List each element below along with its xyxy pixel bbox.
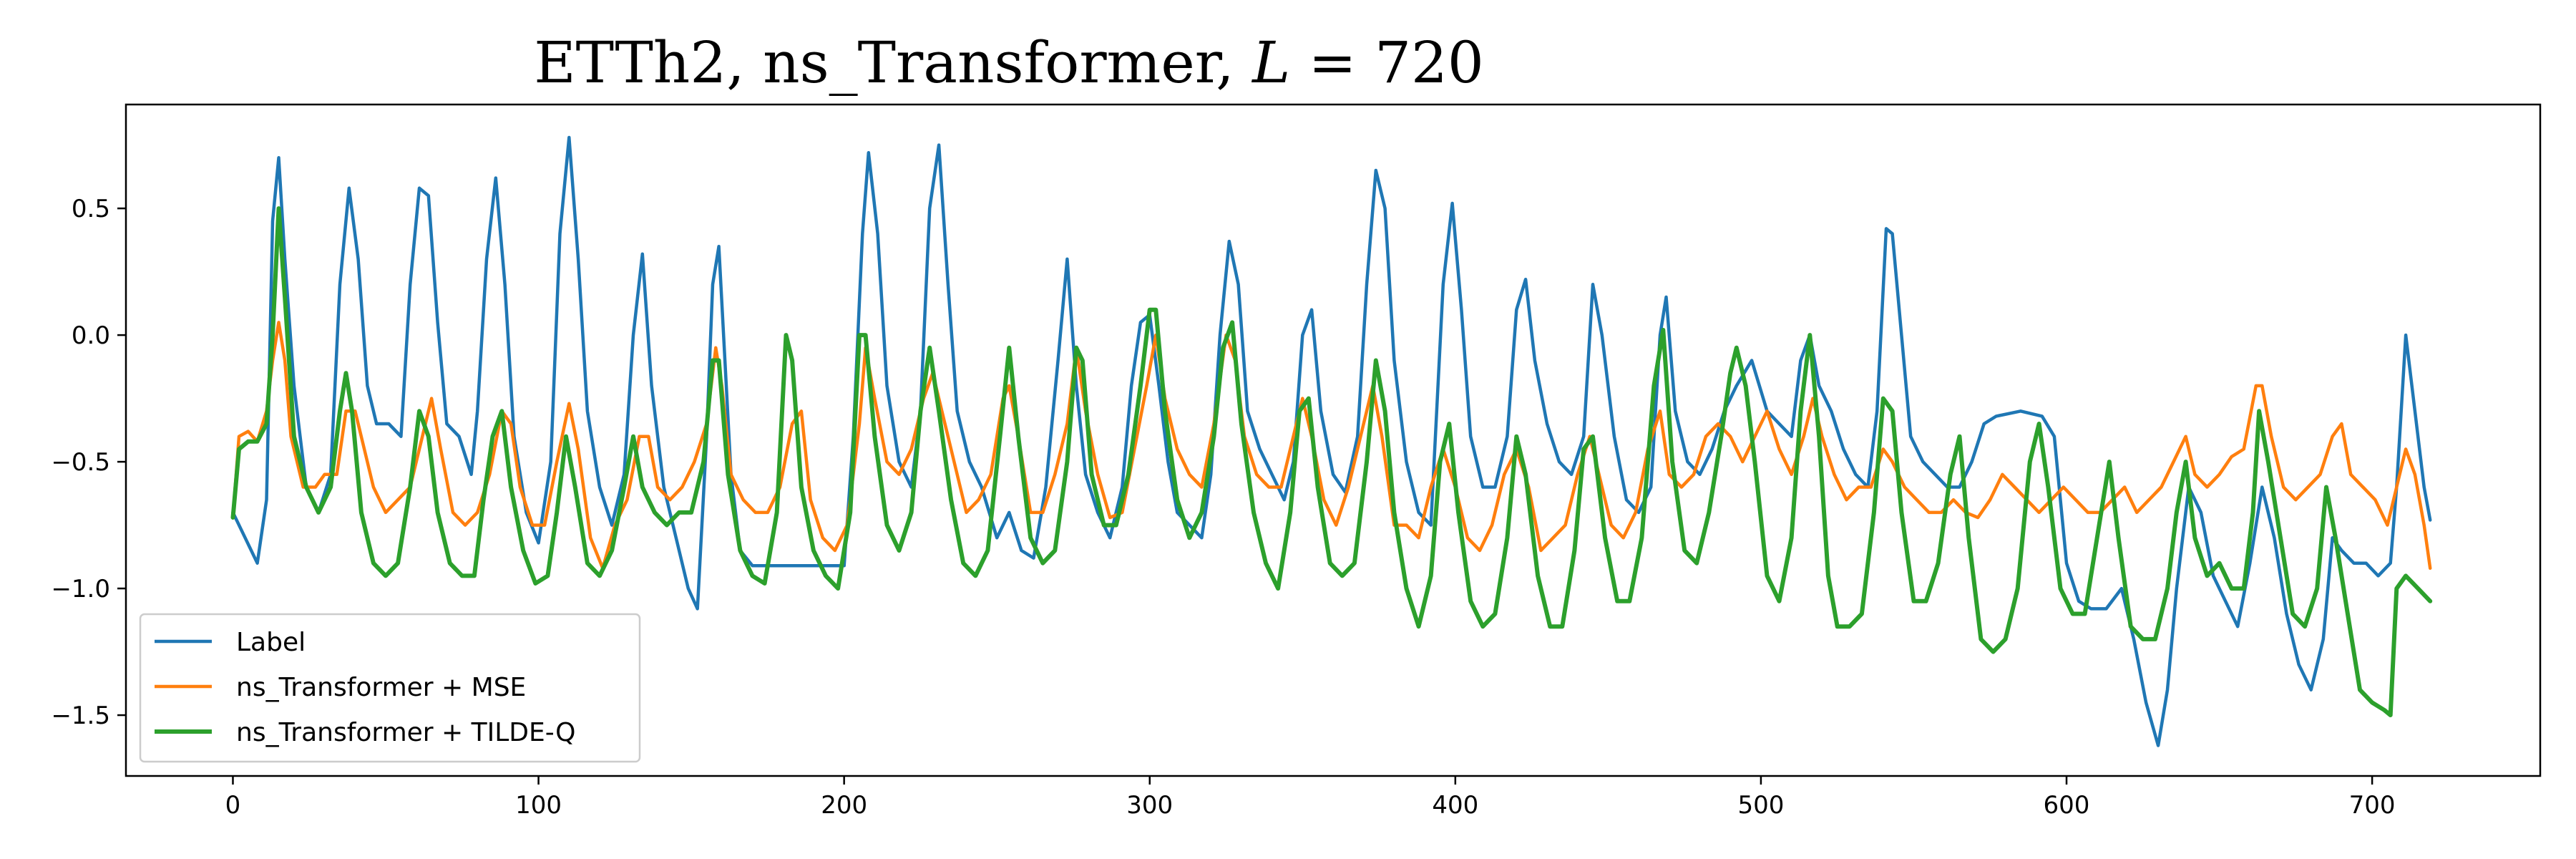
y-tick-label: 0.0: [72, 321, 110, 350]
y-tick-label: −1.0: [51, 575, 110, 603]
y-tick-label: −1.5: [51, 702, 110, 730]
legend-label-label: Label: [236, 628, 306, 657]
legend-label-tildeq: ns_Transformer + TILDE-Q: [236, 718, 575, 747]
x-tick-label: 400: [1432, 791, 1478, 820]
x-tick-label: 700: [2349, 791, 2396, 820]
legend-label-mse: ns_Transformer + MSE: [236, 673, 526, 702]
legend: Label ns_Transformer + MSE ns_Transforme…: [139, 613, 641, 763]
series-line-1: [231, 321, 2432, 571]
y-axis-ticks: −1.5 −1.0 −0.5 0.0 0.5: [51, 195, 126, 730]
x-axis-ticks: 0 100 200 300 400 500 600 700: [225, 776, 2396, 820]
x-tick-label: 0: [225, 791, 241, 820]
y-tick-label: −0.5: [51, 448, 110, 477]
legend-box: [139, 613, 641, 763]
series-line-2: [230, 206, 2433, 717]
x-tick-label: 500: [1737, 791, 1784, 820]
plot-frame: [125, 103, 2542, 777]
x-tick-label: 300: [1126, 791, 1173, 820]
chart-title: ETTh2, ns_Transformer, L = 720: [534, 29, 1484, 96]
x-tick-label: 600: [2044, 791, 2090, 820]
series-layer: [230, 135, 2433, 747]
x-tick-label: 200: [821, 791, 867, 820]
x-tick-label: 100: [515, 791, 562, 820]
y-tick-label: 0.5: [72, 195, 110, 223]
